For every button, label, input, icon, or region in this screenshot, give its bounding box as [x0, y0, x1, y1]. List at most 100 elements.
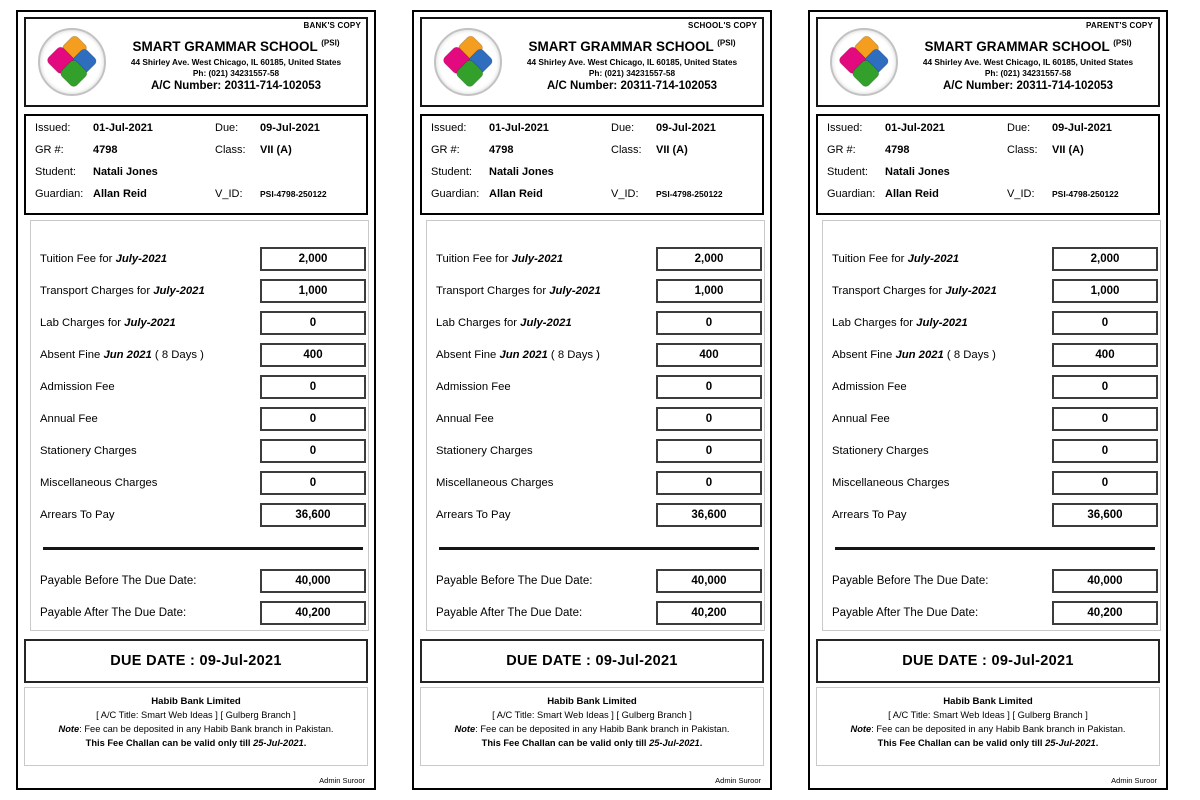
- header-row: SMART GRAMMAR SCHOOL (PSI) 44 Shirley Av…: [26, 19, 366, 105]
- fee-amount: 2,000: [694, 253, 724, 265]
- bank-note-text: : Fee can be deposited in any Habib Bank…: [475, 724, 730, 735]
- class-label: Class:: [1007, 144, 1038, 156]
- gr-value: 4798: [489, 144, 514, 156]
- issued-value: 01-Jul-2021: [885, 122, 945, 134]
- guardian-value: Allan Reid: [93, 188, 147, 200]
- info-row-gr-class: GR #: 4798 Class: VII (A): [35, 144, 357, 166]
- gr-label: GR #:: [827, 144, 856, 156]
- payable-before-row: Payable Before The Due Date: 40,000: [40, 569, 366, 593]
- challan-header: PARENT'S COPY SMART GRAMMAR SCHOOL (PSI)…: [816, 17, 1160, 107]
- fee-label: Transport Charges for July-2021: [436, 285, 601, 297]
- fee-row: Transport Charges for July-2021 1,000: [40, 279, 366, 303]
- fee-label-prefix: Admission Fee: [436, 381, 511, 393]
- fee-label-em: Jun 2021: [103, 349, 152, 361]
- fee-amount-box: 400: [1052, 343, 1158, 367]
- fee-row: Arrears To Pay 36,600: [436, 503, 762, 527]
- class-label: Class:: [611, 144, 642, 156]
- fee-amount: 36,600: [1087, 509, 1123, 521]
- fee-amount: 400: [699, 349, 719, 361]
- fee-label-prefix: Stationery Charges: [832, 445, 929, 457]
- school-block: SMART GRAMMAR SCHOOL (PSI) 44 Shirley Av…: [106, 30, 366, 93]
- copy-label: BANK'S COPY: [303, 21, 361, 30]
- fee-amount: 0: [309, 445, 317, 457]
- issued-value: 01-Jul-2021: [489, 122, 549, 134]
- issued-label: Issued:: [827, 122, 863, 134]
- fee-amount: 0: [705, 445, 713, 457]
- bank-validity: This Fee Challan can be valid only till …: [31, 737, 361, 751]
- bank-validity-suffix: .: [699, 738, 703, 749]
- fee-label-em: July-2021: [124, 317, 176, 329]
- fee-label-em: July-2021: [115, 253, 168, 265]
- due-value: 09-Jul-2021: [260, 122, 320, 134]
- fee-label: Stationery Charges: [832, 445, 929, 457]
- gr-value: 4798: [93, 144, 118, 156]
- fee-amount: 0: [705, 317, 713, 329]
- fee-label-prefix: Lab Charges for: [832, 317, 917, 329]
- fee-row: Tuition Fee for July-2021 2,000: [436, 247, 762, 271]
- payable-before-label: Payable Before The Due Date:: [832, 575, 989, 587]
- class-value: VII (A): [656, 144, 688, 156]
- fee-amount: 1,000: [298, 285, 328, 297]
- bank-details-box: Habib Bank Limited [ A/C Title: Smart We…: [24, 687, 368, 767]
- due-date-banner: DUE DATE : 09-Jul-2021: [816, 639, 1160, 683]
- fee-label-prefix: Transport Charges for: [436, 285, 550, 297]
- fee-label-prefix: Tuition Fee for: [832, 253, 908, 265]
- fee-row: Admission Fee 0: [436, 375, 762, 399]
- bank-details-box: Habib Bank Limited [ A/C Title: Smart We…: [816, 687, 1160, 767]
- fee-row: Annual Fee 0: [832, 407, 1158, 431]
- student-value: Natali Jones: [93, 166, 158, 178]
- gr-label: GR #:: [431, 144, 460, 156]
- payable-before-amount-box: 40,000: [656, 569, 762, 593]
- fee-label-em: July-2021: [549, 285, 601, 297]
- section-divider: [835, 547, 1155, 550]
- fee-label-suffix: ( 8 Days ): [943, 349, 996, 361]
- fee-label: Lab Charges for July-2021: [40, 317, 176, 329]
- fee-amount-box: 0: [656, 407, 762, 431]
- fee-label: Arrears To Pay: [436, 509, 511, 521]
- fee-label: Annual Fee: [832, 413, 890, 425]
- school-name-text: SMART GRAMMAR SCHOOL: [132, 39, 318, 55]
- school-name: SMART GRAMMAR SCHOOL (PSI): [898, 38, 1158, 56]
- due-label: Due:: [611, 122, 635, 134]
- fee-label-prefix: Arrears To Pay: [832, 509, 907, 521]
- student-label: Student:: [431, 166, 472, 178]
- fee-label-suffix: ( 8 Days ): [547, 349, 600, 361]
- fee-amount-box: 36,600: [260, 503, 366, 527]
- school-phone: Ph: (021) 34231557-58: [192, 67, 280, 78]
- fee-amount-box: 0: [656, 375, 762, 399]
- school-logo-icon: [38, 28, 106, 96]
- fee-challan: PARENT'S COPY SMART GRAMMAR SCHOOL (PSI)…: [808, 10, 1168, 790]
- fee-label-prefix: Annual Fee: [832, 413, 890, 425]
- info-row-student: Student: Natali Jones: [35, 166, 357, 188]
- bank-name: Habib Bank Limited: [547, 696, 637, 707]
- fee-amount: 0: [705, 381, 713, 393]
- gr-label: GR #:: [35, 144, 64, 156]
- fee-label-prefix: Tuition Fee for: [436, 253, 512, 265]
- due-label: Due:: [1007, 122, 1031, 134]
- payable-after-amount-box: 40,200: [1052, 601, 1158, 625]
- payable-before-amount-box: 40,000: [260, 569, 366, 593]
- info-row-guardian-vid: Guardian: Allan Reid V_ID: PSI-4798-2501…: [827, 188, 1149, 210]
- fee-label-em: July-2021: [945, 285, 997, 297]
- school-phone: Ph: (021) 34231557-58: [588, 67, 676, 78]
- fee-amount: 0: [309, 477, 317, 489]
- bank-name: Habib Bank Limited: [943, 696, 1033, 707]
- fee-amount-box: 0: [656, 471, 762, 495]
- bank-validity-suffix: .: [1095, 738, 1099, 749]
- fee-row: Tuition Fee for July-2021 2,000: [40, 247, 366, 271]
- fee-amount: 36,600: [691, 509, 727, 521]
- fee-amount: 0: [705, 477, 713, 489]
- fee-amount-box: 2,000: [656, 247, 762, 271]
- challan-header: SCHOOL'S COPY SMART GRAMMAR SCHOOL (PSI)…: [420, 17, 764, 107]
- fee-label-prefix: Lab Charges for: [40, 317, 125, 329]
- info-row-issued-due: Issued: 01-Jul-2021 Due: 09-Jul-2021: [35, 122, 357, 144]
- fee-row: Absent Fine Jun 2021 ( 8 Days ) 400: [40, 343, 366, 367]
- student-info-box: Issued: 01-Jul-2021 Due: 09-Jul-2021 GR …: [24, 114, 368, 215]
- school-address: 44 Shirley Ave. West Chicago, IL 60185, …: [922, 57, 1134, 68]
- bank-name: Habib Bank Limited: [151, 696, 241, 707]
- fee-amount: 0: [1101, 413, 1109, 425]
- fee-label-em: July-2021: [511, 253, 564, 265]
- fee-label-prefix: Miscellaneous Charges: [436, 477, 554, 489]
- school-account-number: A/C Number: 20311-714-102053: [942, 79, 1114, 92]
- vid-value: PSI-4798-250122: [1052, 189, 1119, 199]
